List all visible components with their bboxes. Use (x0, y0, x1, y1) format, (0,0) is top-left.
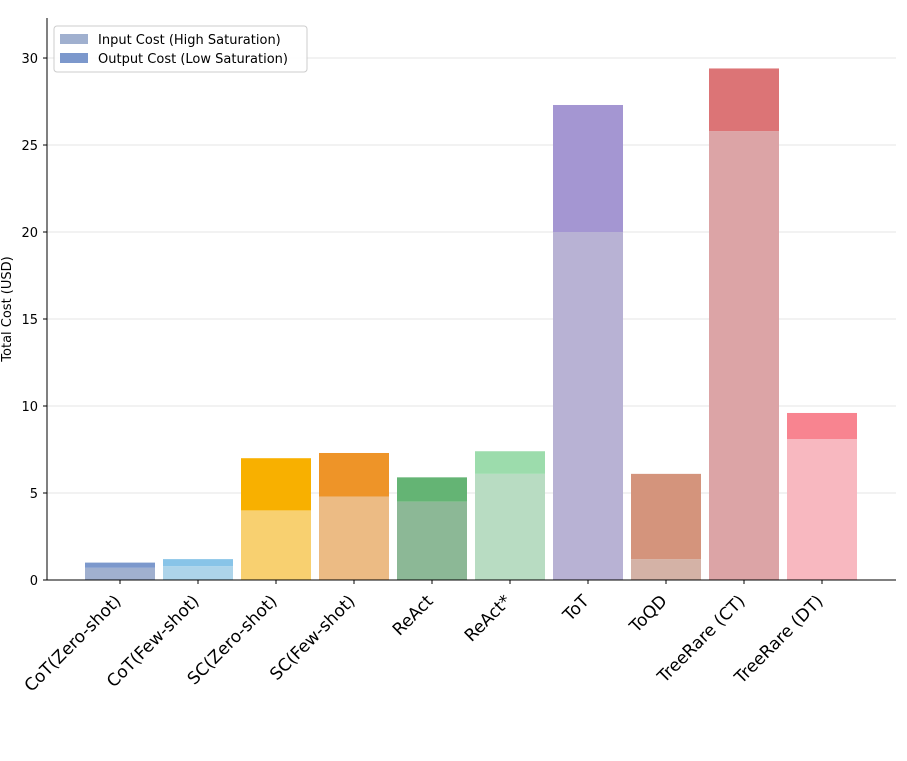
input-cost-bar-1 (85, 567, 155, 580)
input-cost-bar-7 (553, 232, 623, 580)
input-cost-bar-9 (709, 131, 779, 580)
y-tick-label: 15 (21, 313, 38, 328)
y-tick-label: 20 (21, 226, 38, 241)
input-cost-bar-4 (319, 496, 389, 580)
x-tick-label: ToQD (625, 591, 671, 637)
input-cost-bar-10 (787, 439, 857, 580)
x-tick-label: ReAct (389, 591, 438, 640)
input-cost-bar-2 (163, 566, 233, 580)
output-cost-bar-9 (709, 68, 779, 132)
y-tick-label: 10 (21, 400, 38, 415)
bars (85, 68, 857, 580)
y-axis-title: Total Cost (USD) (0, 256, 15, 362)
input-cost-bar-6 (475, 473, 545, 580)
input-cost-bar-8 (631, 559, 701, 580)
input-cost-bar-3 (241, 510, 311, 580)
output-cost-bar-3 (241, 458, 311, 511)
output-cost-bar-1 (85, 562, 155, 568)
y-tick-label: 25 (21, 139, 38, 154)
legend-swatch (60, 53, 88, 63)
legend: Input Cost (High Saturation) Output Cost … (53, 25, 308, 73)
output-cost-bar-2 (163, 559, 233, 567)
output-cost-bar-6 (475, 451, 545, 474)
x-tick-label: ReAct* (461, 591, 516, 646)
input-cost-bar-5 (397, 501, 467, 580)
y-tick-label: 30 (21, 52, 38, 67)
legend-label: Input Cost (High Saturation) (98, 33, 281, 48)
output-cost-bar-8 (631, 473, 701, 560)
output-cost-bar-7 (553, 104, 623, 233)
legend-swatch (60, 34, 88, 44)
y-tick-label: 5 (30, 487, 38, 502)
legend-label: Output Cost (Low Saturation) (98, 52, 288, 67)
x-tick-label: ToT (559, 591, 594, 626)
output-cost-bar-10 (787, 412, 857, 440)
y-tick-label: 0 (30, 574, 38, 589)
output-cost-bar-5 (397, 477, 467, 502)
legend-box (53, 25, 308, 73)
output-cost-bar-4 (319, 452, 389, 497)
